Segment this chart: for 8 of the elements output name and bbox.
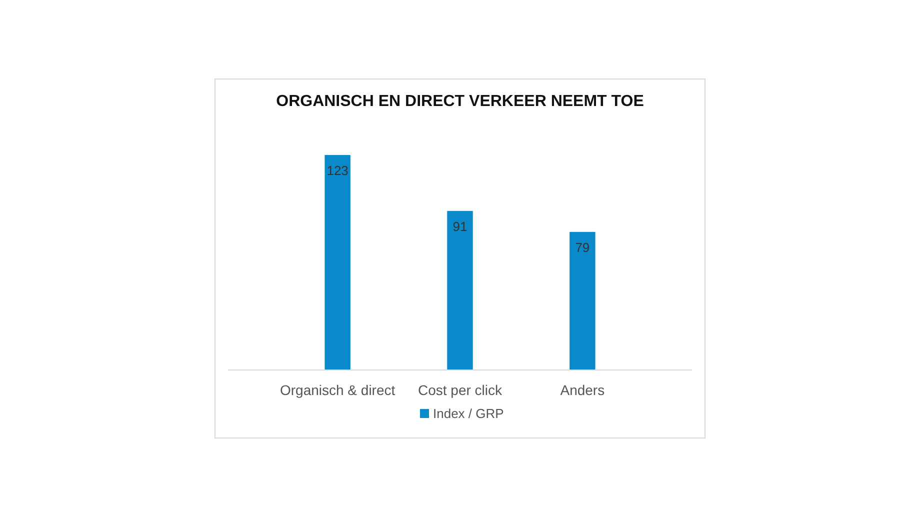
x-tick-label: Cost per click [418, 382, 504, 398]
data-label: 91 [452, 218, 468, 234]
data-label: 79 [575, 240, 590, 255]
x-tick-label: Organisch & direct [280, 382, 396, 398]
legend-label: Index / GRP [433, 406, 504, 421]
x-tick-label: Anders [560, 382, 605, 398]
data-label: 123 [326, 163, 348, 178]
chart-title: ORGANISCH EN DIRECT VERKEER NEEMT TOE [276, 93, 644, 110]
